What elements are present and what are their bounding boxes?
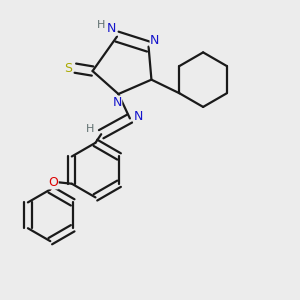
Text: S: S [64, 62, 72, 75]
Text: N: N [107, 22, 116, 35]
Text: N: N [134, 110, 143, 123]
Text: H: H [97, 20, 105, 30]
Text: N: N [150, 34, 160, 47]
Text: O: O [48, 176, 58, 189]
Text: N: N [112, 96, 122, 109]
Text: H: H [85, 124, 94, 134]
